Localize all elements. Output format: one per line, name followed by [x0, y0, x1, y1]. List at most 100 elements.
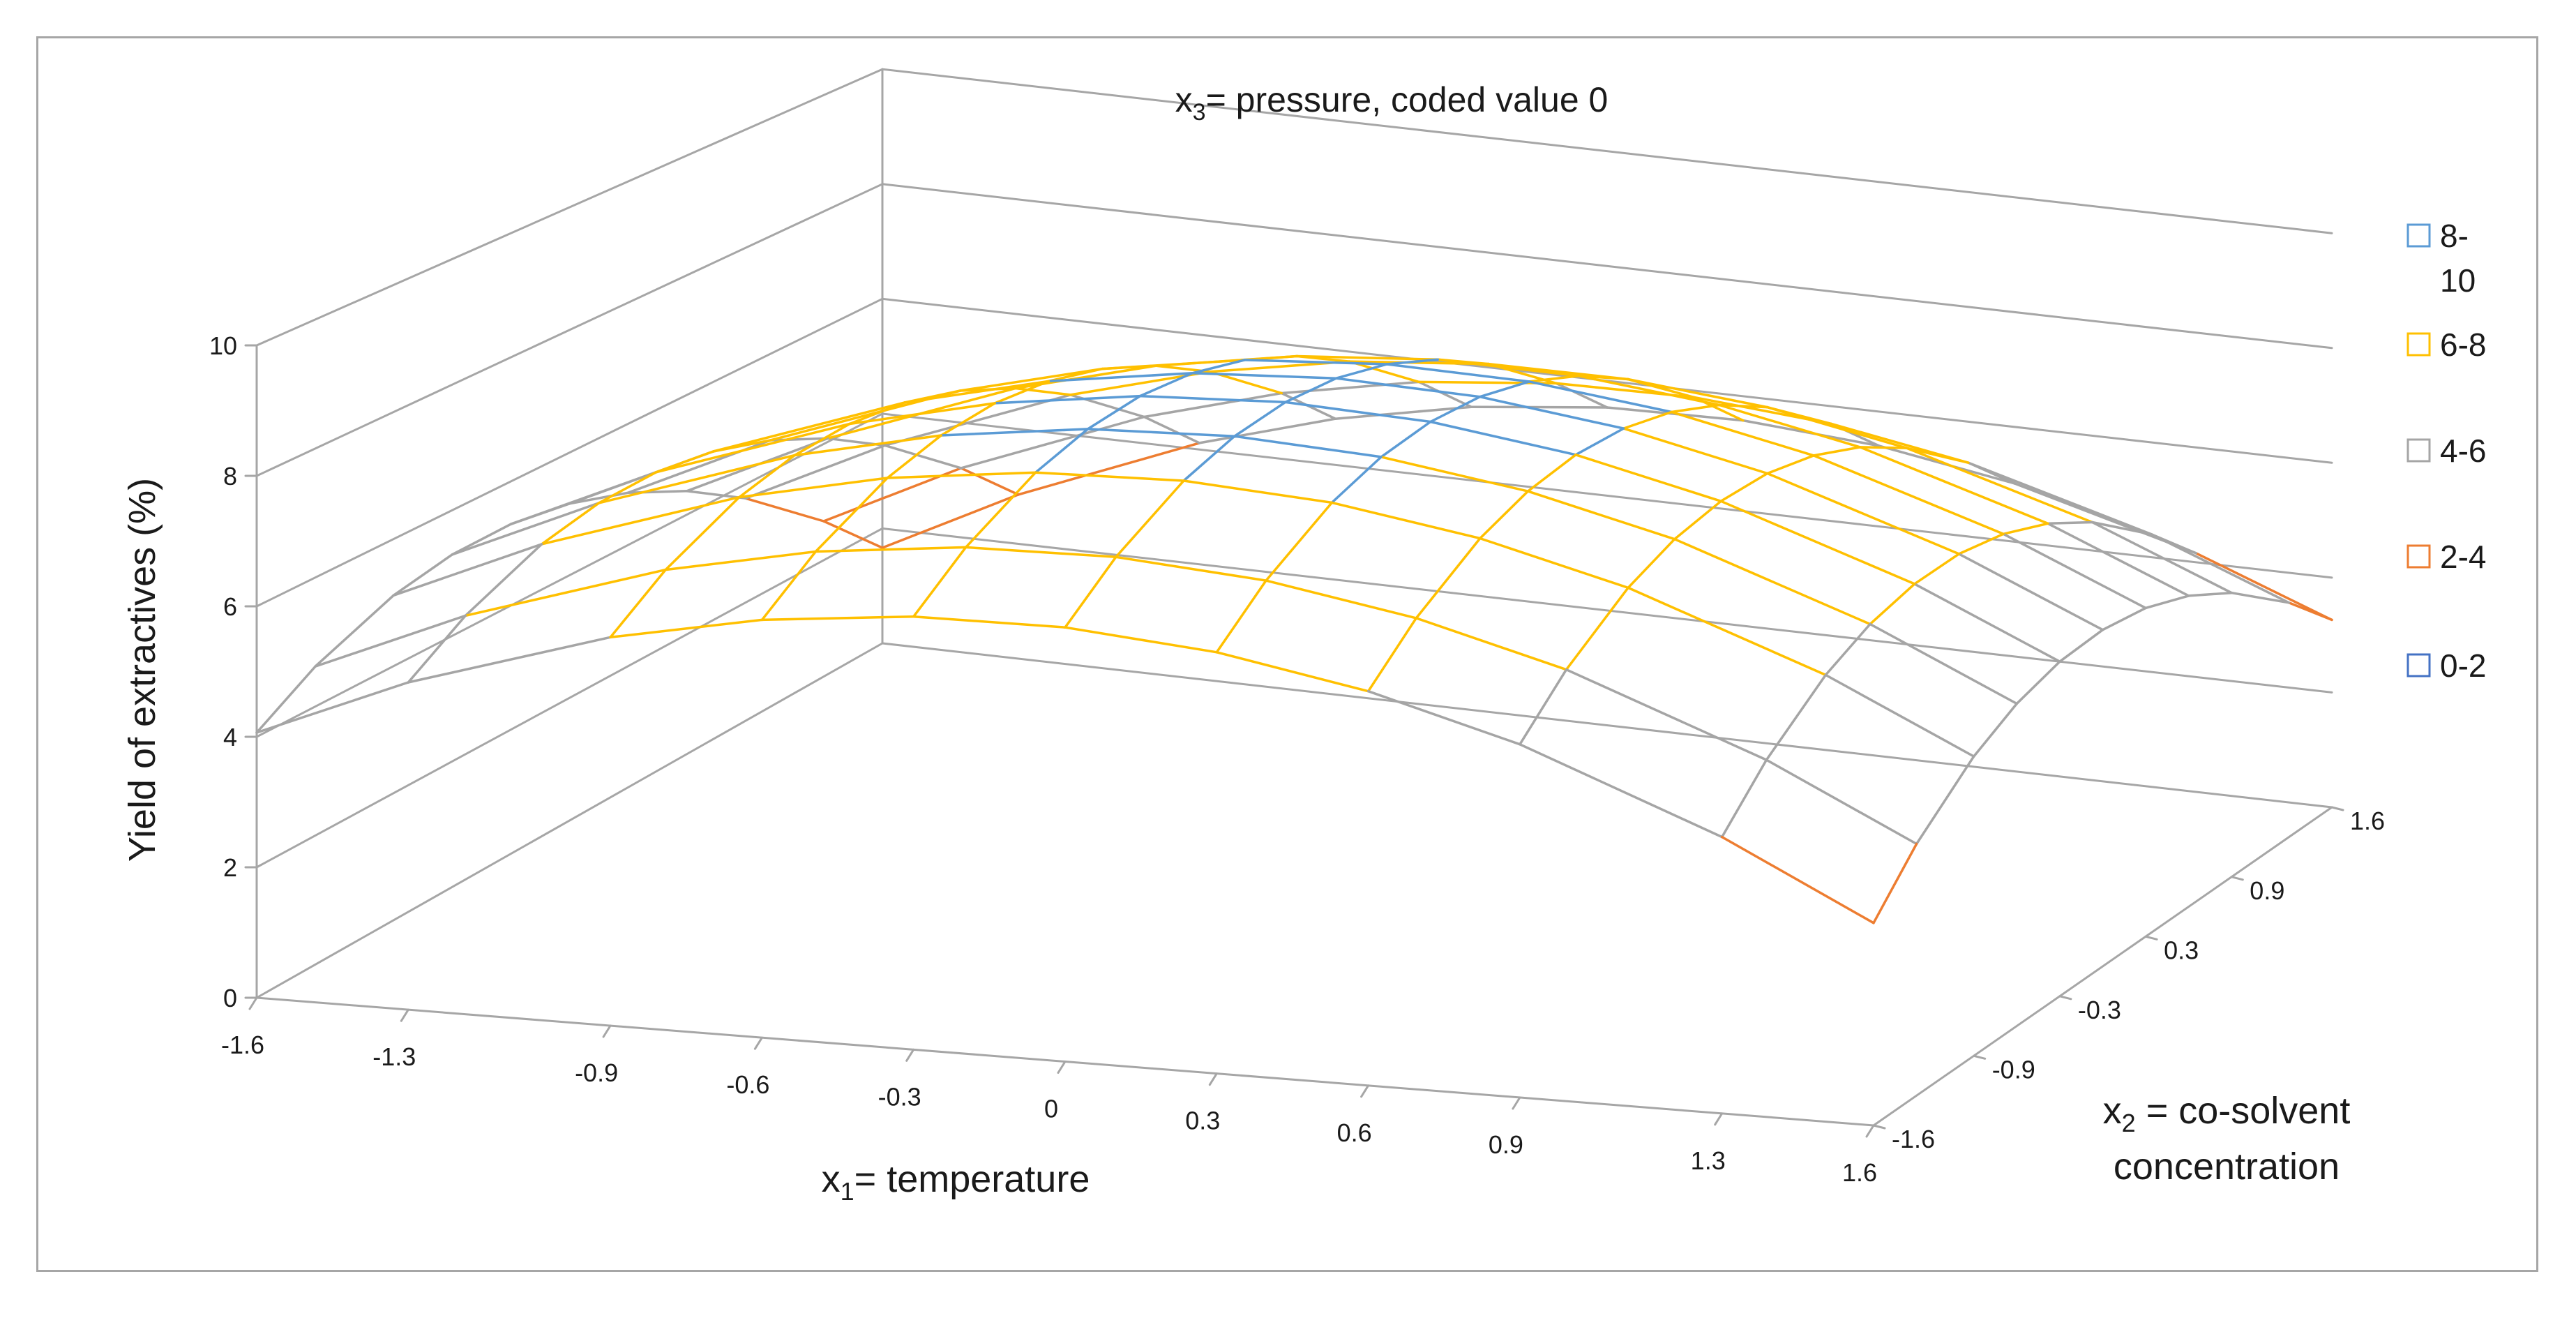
surface-edge	[1366, 689, 1521, 746]
x-tick-label: -0.3	[878, 1082, 921, 1111]
y-tick-mark	[1872, 1124, 1886, 1130]
surface-edge	[1555, 382, 1609, 409]
surface-edge	[1115, 479, 1185, 559]
x-tick-label: 0	[1044, 1095, 1058, 1123]
x-tick-label: -0.6	[726, 1070, 769, 1099]
surface-edge	[1478, 380, 1531, 398]
surface-edge	[1115, 555, 1267, 582]
y-tick-label: 0.9	[2250, 876, 2284, 905]
legend-label-8-10-line2: 10	[2440, 262, 2476, 299]
surface-edge	[1627, 537, 1676, 590]
surface-edge	[1622, 427, 1769, 475]
back-wall-gridline	[881, 183, 2333, 350]
surface-edge	[848, 402, 997, 426]
surface-edge	[1017, 442, 1201, 496]
surface-edge	[1528, 374, 1580, 383]
y-tick-mark	[2230, 876, 2244, 881]
surface-edge	[1265, 501, 1334, 582]
y-axis-title: x2 = co-solvent	[2103, 1090, 2351, 1137]
surface-edge	[1869, 622, 2019, 705]
surface-edge	[1574, 427, 1625, 456]
y-axis-line	[1872, 806, 2333, 1127]
surface-edge	[1215, 579, 1267, 654]
surface-edge	[1283, 400, 1432, 424]
surface-edge	[314, 614, 467, 668]
surface-edge	[1526, 454, 1577, 493]
side-wall-gridline	[255, 412, 884, 738]
surface-edge	[1233, 400, 1287, 437]
surface-edge	[1233, 435, 1383, 458]
surface-edge	[597, 471, 658, 504]
surface-edge	[886, 471, 1037, 479]
legend-swatch-2-4	[2406, 544, 2431, 569]
legend: 8- 10 6-8 4-6 2-4 0-2	[2406, 218, 2486, 684]
surface-edge	[1812, 446, 1862, 457]
surface-edge	[1519, 743, 1724, 839]
surface-edge	[1334, 377, 1482, 398]
x-tick-mark	[1865, 1124, 1875, 1138]
z-tick-label: 0	[223, 984, 237, 1012]
x-tick-mark	[400, 1008, 409, 1022]
surface-edge	[1143, 391, 1283, 419]
surface-edge	[760, 615, 915, 622]
surface-edge	[1577, 374, 1721, 407]
surface-edge	[1824, 622, 1871, 677]
surface-edge	[2058, 628, 2104, 663]
surface-edge	[1479, 537, 1629, 590]
surface-edge	[1034, 471, 1185, 482]
legend-swatch-0-2	[2406, 653, 2431, 677]
surface-edge	[1913, 583, 2061, 663]
surface-edge	[1334, 405, 1472, 420]
surface-edge	[1479, 490, 1530, 540]
surface-edge	[1265, 579, 1418, 620]
surface-edge	[1014, 387, 1072, 396]
surface-edge	[2230, 591, 2291, 604]
surface-edge	[1215, 651, 1370, 693]
surface-edge	[1429, 420, 1577, 456]
surface-edge	[1519, 668, 1568, 746]
y-tick-mark	[2330, 806, 2344, 811]
y-tick-label: -0.3	[2078, 996, 2121, 1024]
surface-edge	[993, 394, 1142, 405]
legend-label-4-6: 4-6	[2440, 433, 2486, 469]
surface-edge	[392, 543, 543, 597]
surface-edge	[1191, 372, 1338, 380]
surface-edge	[822, 520, 884, 549]
chart-frame	[36, 36, 2538, 1272]
surface-edge	[597, 454, 796, 504]
legend-swatch-8-10	[2406, 223, 2431, 248]
surface-edge	[1380, 420, 1432, 458]
z-axis-title: Yield of extractives (%)	[121, 478, 163, 862]
surface-edge	[793, 434, 943, 457]
surface-edge	[1191, 359, 1246, 375]
surface-edge	[1765, 405, 1908, 449]
surface-edge	[1528, 380, 1673, 414]
surface-edge	[1967, 461, 2153, 536]
surface-edge	[1565, 668, 1768, 761]
surface-edge	[464, 568, 667, 617]
surface-edge	[1869, 583, 1916, 626]
surface-edge	[407, 614, 467, 684]
surface-edge	[392, 553, 454, 597]
surface-edge	[1295, 354, 1439, 361]
side-wall-gridline	[255, 68, 884, 347]
legend-label-6-8: 6-8	[2440, 327, 2486, 363]
surface-edge	[540, 495, 741, 546]
surface-edge	[1765, 454, 1815, 475]
surface-edge	[2091, 521, 2153, 536]
surface-edge	[1765, 758, 1918, 846]
surface-edge	[1718, 403, 1769, 409]
surface-edge	[1765, 673, 1828, 761]
surface-edge	[960, 415, 1146, 470]
x-tick-mark	[1512, 1096, 1521, 1110]
tick-labels: 0 2 4 6 8 10 -1.6 -1.3 -0.9 -0.6 -0.3 0 0.3 0.6 0.9 1.3…	[209, 331, 2385, 1187]
surface-edge	[738, 454, 796, 499]
surface-edge	[964, 471, 1037, 549]
x-tick-mark	[248, 996, 258, 1010]
surface-edge	[540, 502, 601, 546]
surface-edge	[1334, 363, 1389, 380]
x-tick-mark	[1360, 1084, 1370, 1098]
surface-edge	[609, 568, 667, 639]
surface-edge	[760, 550, 818, 622]
legend-swatch-4-6	[2406, 438, 2431, 463]
